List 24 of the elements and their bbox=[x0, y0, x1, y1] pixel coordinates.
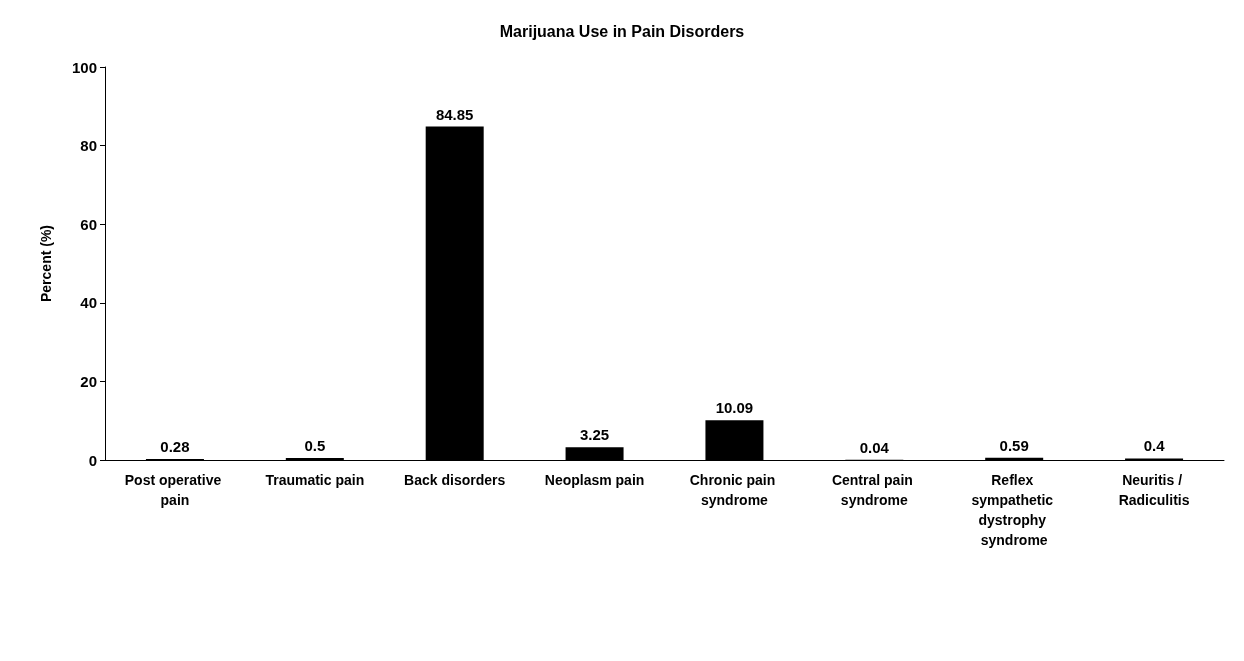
y-tick-label: 40 bbox=[80, 294, 97, 312]
x-tick-label: Back disorders bbox=[404, 472, 506, 488]
y-tick-label: 20 bbox=[80, 372, 97, 390]
data-label: 3.25 bbox=[579, 426, 610, 444]
x-tick-label: Traumatic pain bbox=[265, 472, 365, 488]
x-tick-label: Reflex sympathetic dystrophy syndrome bbox=[971, 472, 1057, 548]
data-label: 0.5 bbox=[304, 437, 326, 455]
data-label: 0.59 bbox=[999, 436, 1029, 454]
data-label: 0.04 bbox=[859, 438, 890, 456]
data-label: 10.09 bbox=[715, 399, 754, 417]
chart-title: Marijuana Use in Pain Disorders bbox=[499, 22, 745, 40]
x-tick-label: Neoplasm pain bbox=[544, 472, 645, 488]
y-axis-title: Percent (%) bbox=[38, 224, 54, 303]
data-label: 0.4 bbox=[1143, 437, 1166, 455]
x-tick-label: Chronic pain syndrome bbox=[689, 472, 780, 508]
y-tick-label: 80 bbox=[80, 137, 97, 155]
x-tick-label: Neuritis / Radiculitis bbox=[1118, 472, 1190, 508]
y-tick-label: 60 bbox=[80, 215, 97, 233]
x-tick-label: Central pain syndrome bbox=[831, 472, 917, 508]
x-tick-label: Post operative pain bbox=[124, 472, 226, 508]
y-tick-label: 100 bbox=[71, 58, 97, 76]
y-tick-label: 0 bbox=[88, 451, 97, 469]
data-label: 0.28 bbox=[160, 437, 190, 455]
data-label: 84.85 bbox=[435, 105, 474, 123]
